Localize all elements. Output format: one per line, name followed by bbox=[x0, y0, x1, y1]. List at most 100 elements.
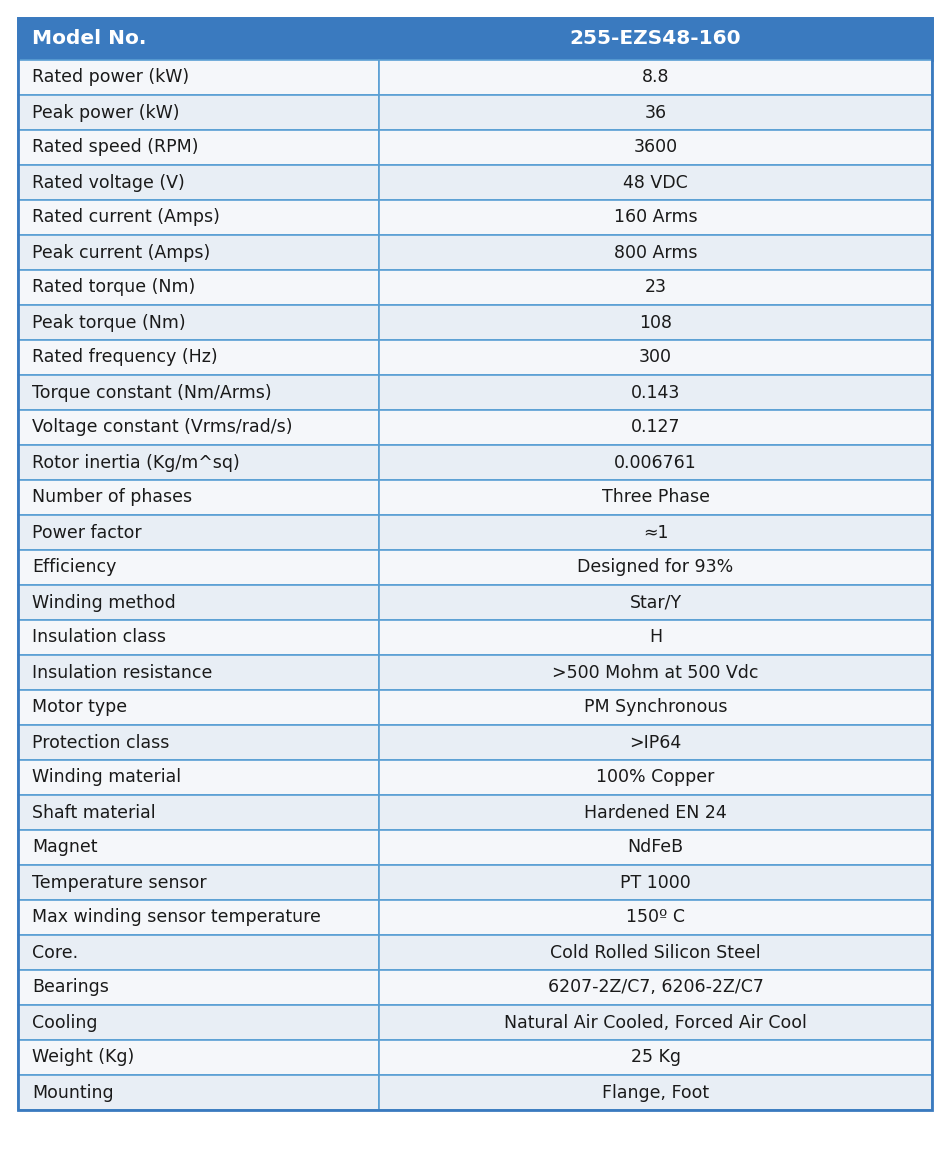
Text: Rated speed (RPM): Rated speed (RPM) bbox=[32, 138, 199, 157]
Text: Star/Y: Star/Y bbox=[630, 593, 681, 612]
Text: Max winding sensor temperature: Max winding sensor temperature bbox=[32, 908, 321, 927]
Text: Rotor inertia (Kg/m^sq): Rotor inertia (Kg/m^sq) bbox=[32, 454, 239, 471]
Bar bbox=[18, 270, 379, 305]
Bar bbox=[18, 550, 379, 585]
Text: Core.: Core. bbox=[32, 943, 78, 961]
Text: Winding material: Winding material bbox=[32, 769, 181, 786]
Text: Mounting: Mounting bbox=[32, 1083, 114, 1102]
Bar bbox=[18, 970, 379, 1006]
Text: NdFeB: NdFeB bbox=[627, 838, 684, 857]
Text: 0.143: 0.143 bbox=[631, 383, 680, 402]
Text: Temperature sensor: Temperature sensor bbox=[32, 873, 207, 892]
Bar bbox=[18, 935, 379, 970]
Bar bbox=[379, 95, 932, 130]
Bar bbox=[379, 900, 932, 935]
Text: 8.8: 8.8 bbox=[642, 68, 669, 87]
Bar bbox=[379, 1040, 932, 1075]
Bar bbox=[18, 410, 379, 445]
Bar bbox=[379, 620, 932, 655]
Bar bbox=[379, 935, 932, 970]
Bar bbox=[18, 795, 379, 830]
Text: Natural Air Cooled, Forced Air Cool: Natural Air Cooled, Forced Air Cool bbox=[504, 1014, 807, 1031]
Text: PT 1000: PT 1000 bbox=[620, 873, 691, 892]
Bar bbox=[379, 18, 932, 60]
Bar bbox=[379, 340, 932, 375]
Text: Cold Rolled Silicon Steel: Cold Rolled Silicon Steel bbox=[550, 943, 761, 961]
Bar bbox=[379, 60, 932, 95]
Bar bbox=[379, 550, 932, 585]
Bar bbox=[18, 620, 379, 655]
Text: 3600: 3600 bbox=[634, 138, 677, 157]
Text: 6207-2Z/C7, 6206-2Z/C7: 6207-2Z/C7, 6206-2Z/C7 bbox=[547, 979, 764, 996]
Bar bbox=[379, 585, 932, 620]
Text: 800 Arms: 800 Arms bbox=[614, 244, 697, 261]
Text: Magnet: Magnet bbox=[32, 838, 98, 857]
Bar bbox=[18, 481, 379, 515]
Text: 0.006761: 0.006761 bbox=[614, 454, 697, 471]
Text: Designed for 93%: Designed for 93% bbox=[578, 559, 733, 577]
Text: Insulation resistance: Insulation resistance bbox=[32, 663, 213, 681]
Bar bbox=[18, 236, 379, 270]
Bar bbox=[18, 1006, 379, 1040]
Bar bbox=[18, 305, 379, 340]
Bar bbox=[18, 725, 379, 759]
Text: Weight (Kg): Weight (Kg) bbox=[32, 1049, 134, 1067]
Bar bbox=[18, 165, 379, 200]
Bar bbox=[379, 445, 932, 481]
Text: >500 Mohm at 500 Vdc: >500 Mohm at 500 Vdc bbox=[552, 663, 759, 681]
Text: Hardened EN 24: Hardened EN 24 bbox=[584, 804, 727, 822]
Text: 0.127: 0.127 bbox=[631, 418, 680, 436]
Text: Bearings: Bearings bbox=[32, 979, 109, 996]
Text: Rated current (Amps): Rated current (Amps) bbox=[32, 209, 219, 226]
Bar bbox=[379, 1006, 932, 1040]
Text: Peak torque (Nm): Peak torque (Nm) bbox=[32, 313, 185, 332]
Text: Power factor: Power factor bbox=[32, 524, 142, 541]
Bar bbox=[379, 515, 932, 550]
Bar bbox=[18, 340, 379, 375]
Text: Peak current (Amps): Peak current (Amps) bbox=[32, 244, 210, 261]
Bar bbox=[379, 1075, 932, 1110]
Text: 25 Kg: 25 Kg bbox=[631, 1049, 680, 1067]
Bar bbox=[379, 830, 932, 865]
Bar bbox=[379, 970, 932, 1006]
Text: Rated torque (Nm): Rated torque (Nm) bbox=[32, 279, 196, 297]
Text: H: H bbox=[649, 628, 662, 647]
Text: 150º C: 150º C bbox=[626, 908, 685, 927]
Bar bbox=[379, 200, 932, 236]
Text: Rated power (kW): Rated power (kW) bbox=[32, 68, 189, 87]
Bar bbox=[379, 655, 932, 690]
Text: 48 VDC: 48 VDC bbox=[623, 173, 688, 191]
Bar bbox=[379, 236, 932, 270]
Text: Rated frequency (Hz): Rated frequency (Hz) bbox=[32, 348, 218, 367]
Bar bbox=[18, 18, 379, 60]
Bar bbox=[18, 865, 379, 900]
Text: Flange, Foot: Flange, Foot bbox=[602, 1083, 709, 1102]
Text: 100% Copper: 100% Copper bbox=[597, 769, 714, 786]
Text: 36: 36 bbox=[644, 103, 667, 122]
Bar bbox=[18, 585, 379, 620]
Bar bbox=[379, 759, 932, 795]
Bar bbox=[18, 60, 379, 95]
Text: >IP64: >IP64 bbox=[630, 734, 682, 751]
Text: Three Phase: Three Phase bbox=[601, 489, 710, 506]
Text: 23: 23 bbox=[644, 279, 667, 297]
Bar bbox=[379, 410, 932, 445]
Bar bbox=[18, 445, 379, 481]
Text: Peak power (kW): Peak power (kW) bbox=[32, 103, 180, 122]
Bar bbox=[379, 375, 932, 410]
Text: Shaft material: Shaft material bbox=[32, 804, 156, 822]
Text: ≈1: ≈1 bbox=[643, 524, 668, 541]
Text: 255-EZS48-160: 255-EZS48-160 bbox=[570, 29, 741, 48]
Text: Torque constant (Nm/Arms): Torque constant (Nm/Arms) bbox=[32, 383, 272, 402]
Text: Winding method: Winding method bbox=[32, 593, 176, 612]
Text: Protection class: Protection class bbox=[32, 734, 169, 751]
Bar bbox=[18, 1075, 379, 1110]
Text: Number of phases: Number of phases bbox=[32, 489, 192, 506]
Text: Efficiency: Efficiency bbox=[32, 559, 116, 577]
Bar bbox=[379, 690, 932, 725]
Bar bbox=[18, 690, 379, 725]
Text: PM Synchronous: PM Synchronous bbox=[583, 699, 728, 716]
Bar bbox=[379, 725, 932, 759]
Bar bbox=[18, 759, 379, 795]
Bar bbox=[18, 515, 379, 550]
